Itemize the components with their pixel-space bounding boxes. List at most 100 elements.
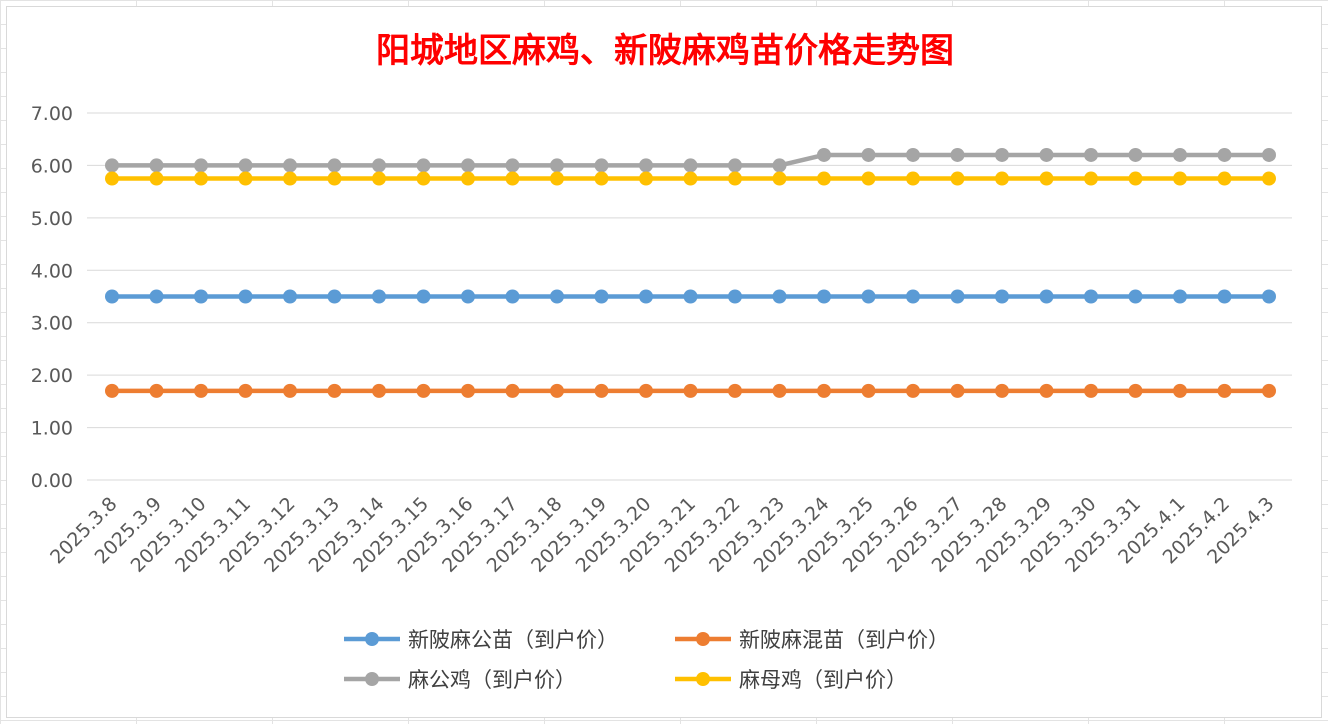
data-point[interactable] [505,171,520,186]
data-point[interactable] [283,158,297,173]
data-point[interactable] [772,289,787,304]
data-point[interactable] [683,171,698,186]
data-point[interactable] [1173,171,1187,186]
data-point[interactable] [995,171,1009,186]
data-point[interactable] [1262,383,1276,398]
data-point[interactable] [1039,147,1054,162]
data-point[interactable] [906,383,920,398]
data-point[interactable] [817,171,831,186]
legend-item[interactable]: 新陂麻混苗（到户价） [675,628,949,652]
data-point[interactable] [238,171,253,186]
data-point[interactable] [1084,147,1098,162]
data-point[interactable] [950,289,965,304]
data-point[interactable] [238,383,253,398]
data-point[interactable] [861,289,876,304]
data-point[interactable] [728,289,742,304]
data-point[interactable] [238,158,253,173]
data-point[interactable] [1262,171,1276,186]
data-point[interactable] [105,158,119,173]
data-point[interactable] [950,171,965,186]
data-point[interactable] [327,158,342,173]
data-point[interactable] [861,147,876,162]
data-point[interactable] [639,383,653,398]
data-point[interactable] [327,171,342,186]
legend-item[interactable]: 新陂麻公苗（到户价） [344,628,618,652]
data-point[interactable] [1039,171,1054,186]
data-point[interactable] [416,383,431,398]
data-point[interactable] [728,158,742,173]
data-point[interactable] [1217,171,1232,186]
data-point[interactable] [1039,383,1054,398]
data-point[interactable] [683,158,698,173]
data-point[interactable] [283,171,297,186]
data-point[interactable] [639,289,653,304]
data-point[interactable] [639,171,653,186]
data-point[interactable] [416,289,431,304]
data-point[interactable] [149,289,164,304]
data-point[interactable] [461,289,475,304]
data-point[interactable] [906,289,920,304]
data-point[interactable] [1173,383,1187,398]
data-point[interactable] [861,383,876,398]
data-point[interactable] [1128,289,1143,304]
data-point[interactable] [906,147,920,162]
data-point[interactable] [416,158,431,173]
data-point[interactable] [283,383,297,398]
data-point[interactable] [149,171,164,186]
data-point[interactable] [594,383,609,398]
data-point[interactable] [105,289,119,304]
data-point[interactable] [906,171,920,186]
data-point[interactable] [505,289,520,304]
data-point[interactable] [817,383,831,398]
data-point[interactable] [594,171,609,186]
data-point[interactable] [327,289,342,304]
data-point[interactable] [461,171,475,186]
data-point[interactable] [461,158,475,173]
data-point[interactable] [1262,289,1276,304]
data-point[interactable] [194,383,208,398]
data-point[interactable] [772,383,787,398]
data-point[interactable] [995,383,1009,398]
data-point[interactable] [995,289,1009,304]
data-point[interactable] [505,158,520,173]
data-point[interactable] [683,289,698,304]
data-point[interactable] [1217,289,1232,304]
data-point[interactable] [372,383,386,398]
data-point[interactable] [372,158,386,173]
data-point[interactable] [772,158,787,173]
data-point[interactable] [149,383,164,398]
data-point[interactable] [461,383,475,398]
legend-item[interactable]: 麻公鸡（到户价） [344,668,576,692]
data-point[interactable] [1128,383,1143,398]
data-point[interactable] [861,171,876,186]
data-point[interactable] [194,158,208,173]
data-point[interactable] [817,289,831,304]
data-point[interactable] [772,171,787,186]
data-point[interactable] [950,147,965,162]
data-point[interactable] [1084,383,1098,398]
data-point[interactable] [594,289,609,304]
data-point[interactable] [728,383,742,398]
data-point[interactable] [817,147,831,162]
data-point[interactable] [550,171,564,186]
data-point[interactable] [1039,289,1054,304]
data-point[interactable] [950,383,965,398]
data-point[interactable] [283,289,297,304]
legend-item[interactable]: 麻母鸡（到户价） [675,668,907,692]
data-point[interactable] [995,147,1009,162]
data-point[interactable] [105,171,119,186]
data-point[interactable] [194,171,208,186]
data-point[interactable] [1217,383,1232,398]
data-point[interactable] [1173,289,1187,304]
data-point[interactable] [550,158,564,173]
data-point[interactable] [1084,171,1098,186]
data-point[interactable] [550,289,564,304]
data-point[interactable] [238,289,253,304]
data-point[interactable] [1217,147,1232,162]
data-point[interactable] [505,383,520,398]
data-point[interactable] [416,171,431,186]
data-point[interactable] [194,289,208,304]
data-point[interactable] [327,383,342,398]
data-point[interactable] [1084,289,1098,304]
data-point[interactable] [683,383,698,398]
